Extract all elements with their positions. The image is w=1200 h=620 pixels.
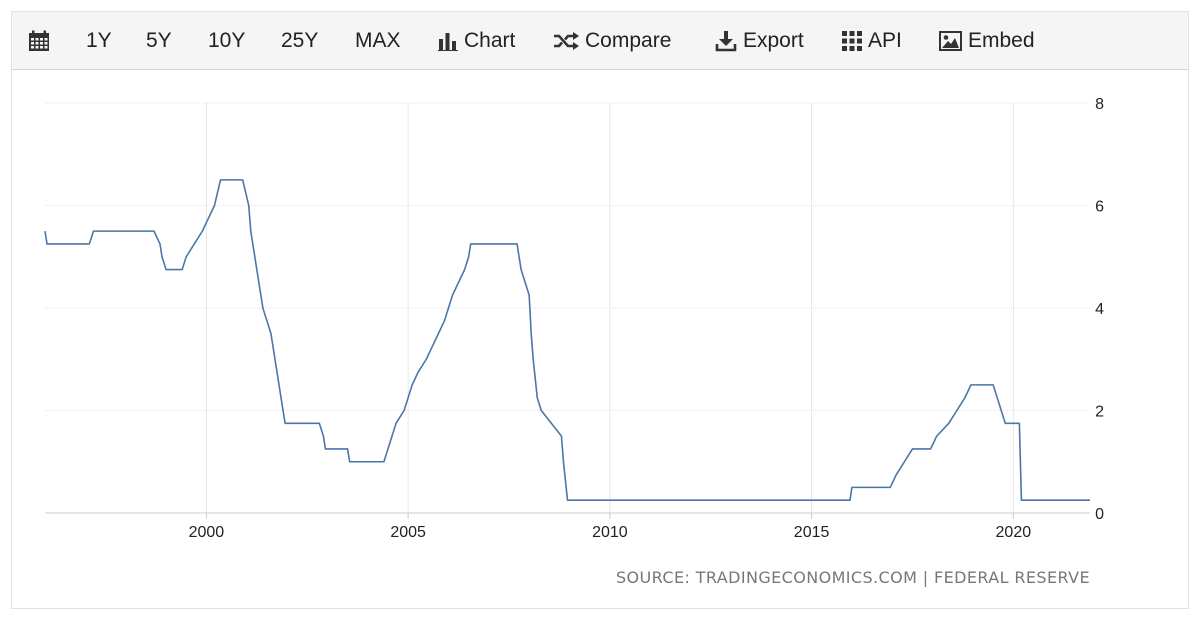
image-icon bbox=[939, 31, 962, 51]
y-tick-label: 2 bbox=[1095, 404, 1104, 421]
chart-toolbar: 1Y 5Y 10Y 25Y MAX Chart bbox=[12, 12, 1188, 70]
x-tick-label: 2020 bbox=[996, 524, 1032, 541]
embed-button[interactable]: Embed bbox=[939, 12, 1035, 70]
calendar-button[interactable] bbox=[28, 12, 56, 70]
download-icon bbox=[715, 30, 737, 52]
grid-icon bbox=[842, 31, 862, 51]
range-max-button[interactable]: MAX bbox=[355, 29, 401, 52]
x-tick-label: 2000 bbox=[189, 524, 225, 541]
chart-type-button[interactable]: Chart bbox=[438, 12, 515, 70]
range-5y-button[interactable]: 5Y bbox=[146, 29, 172, 52]
y-tick-label: 0 bbox=[1095, 506, 1104, 523]
range-10y-button[interactable]: 10Y bbox=[208, 29, 246, 52]
export-button[interactable]: Export bbox=[715, 12, 804, 70]
bar-chart-icon bbox=[438, 31, 458, 51]
chart-frame: 1Y 5Y 10Y 25Y MAX Chart bbox=[11, 11, 1189, 609]
api-button[interactable]: API bbox=[842, 12, 902, 70]
x-tick-label: 2015 bbox=[794, 524, 830, 541]
compare-button[interactable]: Compare bbox=[553, 12, 671, 70]
range-1y-button[interactable]: 1Y bbox=[86, 29, 112, 52]
y-tick-label: 8 bbox=[1095, 96, 1104, 113]
series-line bbox=[44, 179, 1090, 501]
y-tick-label: 4 bbox=[1095, 301, 1104, 318]
calendar-icon bbox=[28, 30, 50, 52]
x-tick-label: 2005 bbox=[390, 524, 426, 541]
shuffle-icon bbox=[553, 31, 579, 51]
source-text: SOURCE: TRADINGECONOMICS.COM | FEDERAL R… bbox=[616, 568, 1090, 587]
y-tick-label: 6 bbox=[1095, 199, 1104, 216]
range-25y-button[interactable]: 25Y bbox=[281, 29, 319, 52]
x-tick-label: 2010 bbox=[592, 524, 628, 541]
